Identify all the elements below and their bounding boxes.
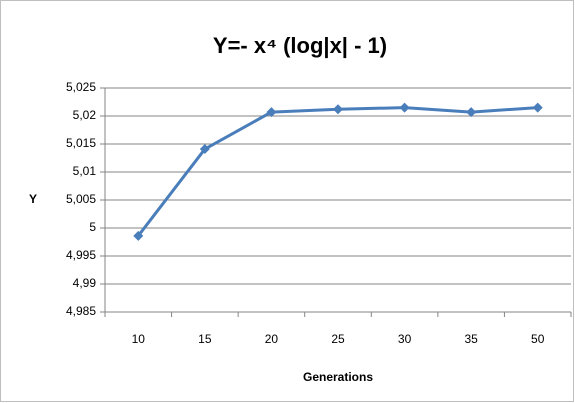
y-tick-label: 4,99: [73, 276, 97, 290]
x-tick-label: 20: [265, 332, 279, 346]
data-point: [266, 107, 277, 118]
x-tick-label: 15: [198, 332, 212, 346]
data-point: [399, 102, 410, 113]
y-tick-label: 5,02: [73, 108, 97, 122]
x-tick-label: 10: [132, 332, 146, 346]
data-point: [199, 144, 210, 155]
y-tick-label: 5,01: [73, 164, 97, 178]
y-axis-title: Y: [29, 192, 37, 206]
data-point: [133, 230, 144, 241]
y-tick-label: 5: [89, 220, 96, 234]
data-point: [532, 102, 543, 113]
x-tick-label: 25: [331, 332, 345, 346]
data-point: [466, 107, 477, 118]
y-tick-label: 4,985: [66, 304, 96, 318]
x-axis-title: Generations: [303, 370, 373, 384]
y-tick-label: 5,015: [66, 136, 96, 150]
x-tick-label: 35: [464, 332, 478, 346]
y-tick-label: 5,025: [66, 80, 96, 94]
y-tick-label: 4,995: [66, 248, 96, 262]
x-tick-label: 50: [531, 332, 545, 346]
y-tick-label: 5,005: [66, 192, 96, 206]
chart-title: Y=- x⁴ (log|x| - 1): [213, 33, 387, 58]
x-tick-label: 30: [398, 332, 412, 346]
data-point: [333, 104, 343, 115]
